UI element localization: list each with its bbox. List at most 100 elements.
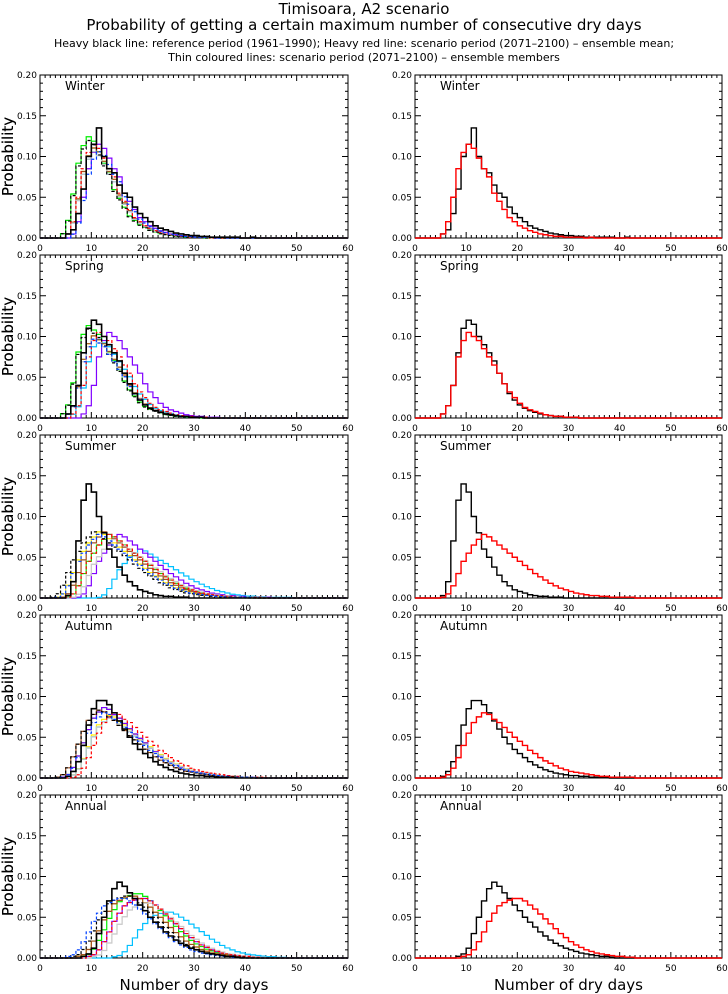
- y-tick-label: 0.05: [392, 193, 412, 203]
- x-tick-label: 30: [188, 424, 200, 434]
- x-tick-label: 10: [460, 424, 472, 434]
- scenario-mean-line: [415, 712, 722, 779]
- panel-autumn-mean: 0 10 20 30 40 50 60 0.00 0.05 0.10 0.15 0.20 Autumn P…: [0, 611, 728, 794]
- y-tick-label: 0.05: [17, 193, 37, 203]
- y-axis-label: Probability: [0, 297, 17, 376]
- y-tick-label: 0.00: [392, 594, 412, 604]
- x-tick-label: 60: [716, 244, 728, 254]
- y-tick-label: 0.15: [392, 652, 412, 662]
- x-tick-label: 0: [37, 604, 43, 614]
- x-tick-label: 10: [86, 424, 98, 434]
- reference-line: [415, 127, 722, 239]
- x-tick-label: 40: [240, 784, 252, 794]
- y-axis-label: Probability: [0, 297, 17, 376]
- reference-line: [40, 881, 348, 959]
- x-tick-label: 20: [137, 424, 149, 434]
- y-tick-label: 0.00: [17, 594, 37, 604]
- x-tick-label: 20: [137, 604, 149, 614]
- y-tick-label: 0.20: [17, 251, 37, 261]
- y-tick-label: 0.00: [392, 414, 412, 424]
- y-axis-label: Probability: [0, 657, 17, 736]
- season-label: Winter: [65, 79, 105, 93]
- y-tick-label: 0.00: [392, 954, 412, 964]
- x-tick-label: 60: [342, 244, 354, 254]
- reference-line: [40, 127, 348, 239]
- x-tick-label: 50: [665, 964, 677, 974]
- panel-winter-members: 0 10 20 30 40 50 60 0.00 0.05 0.10 0.15 0.20 Winter P…: [0, 71, 354, 254]
- x-tick-label: 40: [240, 964, 252, 974]
- x-tick-label: 40: [614, 784, 626, 794]
- y-axis-label: Probability: [0, 657, 17, 736]
- panel-summer-members: 0 10 20 30 40 50 60 0.00 0.05 0.10 0.15 0.20 Summer P…: [0, 431, 354, 614]
- x-tick-label: 10: [86, 964, 98, 974]
- x-tick-label: 50: [291, 424, 303, 434]
- x-tick-label: 50: [291, 604, 303, 614]
- y-tick-label: 0.20: [392, 71, 412, 81]
- season-label: Annual: [65, 799, 107, 813]
- y-tick-label: 0.20: [392, 611, 412, 621]
- y-tick-label: 0.20: [392, 791, 412, 801]
- y-tick-label: 0.15: [17, 472, 37, 482]
- x-tick-label: 60: [342, 784, 354, 794]
- reference-line: [40, 319, 348, 419]
- x-tick-label: 40: [240, 604, 252, 614]
- x-tick-label: 60: [716, 424, 728, 434]
- x-tick-label: 30: [188, 244, 200, 254]
- x-tick-label: 0: [37, 424, 43, 434]
- y-tick-label: 0.10: [17, 333, 37, 343]
- x-tick-label: 20: [512, 964, 524, 974]
- x-tick-label: 40: [614, 604, 626, 614]
- legend-line-2: Thin coloured lines: scenario period (20…: [168, 51, 560, 64]
- y-tick-label: 0.00: [17, 414, 37, 424]
- x-tick-label: 0: [412, 784, 418, 794]
- reference-line: [415, 483, 722, 599]
- x-tick-label: 50: [665, 244, 677, 254]
- x-tick-label: 20: [137, 244, 149, 254]
- y-tick-label: 0.10: [392, 873, 412, 883]
- x-tick-label: 50: [665, 784, 677, 794]
- panel-annual-mean: 0 10 20 30 40 50 60 0.00 0.05 0.10 0.15 0.20 Annual P…: [0, 791, 728, 994]
- y-tick-label: 0.00: [392, 774, 412, 784]
- x-tick-label: 40: [614, 244, 626, 254]
- y-tick-label: 0.15: [392, 292, 412, 302]
- x-tick-label: 0: [412, 964, 418, 974]
- y-tick-label: 0.20: [17, 611, 37, 621]
- x-tick-label: 60: [342, 604, 354, 614]
- reference-line: [415, 881, 722, 959]
- x-tick-label: 0: [37, 784, 43, 794]
- y-tick-label: 0.15: [17, 292, 37, 302]
- y-tick-label: 0.15: [392, 112, 412, 122]
- y-tick-label: 0.20: [392, 251, 412, 261]
- x-tick-label: 20: [137, 964, 149, 974]
- x-axis-label: Number of dry days: [494, 976, 643, 994]
- x-tick-label: 50: [291, 244, 303, 254]
- x-tick-label: 20: [137, 784, 149, 794]
- reference-line: [415, 699, 722, 779]
- y-tick-label: 0.00: [17, 954, 37, 964]
- chart-subtitle: Probability of getting a certain maximum…: [86, 16, 642, 34]
- panel-summer-mean: 0 10 20 30 40 50 60 0.00 0.05 0.10 0.15 0.20 Summer P…: [0, 431, 728, 614]
- ensemble-member-line: [40, 911, 348, 959]
- season-label: Spring: [440, 259, 479, 273]
- y-axis-label: Probability: [0, 477, 17, 556]
- y-tick-label: 0.10: [392, 693, 412, 703]
- y-tick-label: 0.15: [392, 472, 412, 482]
- x-tick-label: 20: [512, 604, 524, 614]
- x-tick-label: 10: [460, 784, 472, 794]
- y-tick-label: 0.10: [392, 333, 412, 343]
- x-tick-label: 40: [614, 424, 626, 434]
- y-tick-label: 0.20: [392, 431, 412, 441]
- season-label: Autumn: [65, 619, 112, 633]
- x-tick-label: 10: [460, 244, 472, 254]
- x-tick-label: 20: [512, 424, 524, 434]
- y-tick-label: 0.05: [17, 913, 37, 923]
- x-tick-label: 0: [412, 604, 418, 614]
- x-tick-label: 60: [342, 424, 354, 434]
- season-label: Annual: [440, 799, 482, 813]
- y-axis-label: Probability: [0, 477, 17, 556]
- y-tick-label: 0.00: [17, 234, 37, 244]
- legend-line-1: Heavy black line: reference period (1961…: [53, 37, 675, 50]
- x-tick-label: 30: [563, 784, 575, 794]
- x-tick-label: 50: [291, 784, 303, 794]
